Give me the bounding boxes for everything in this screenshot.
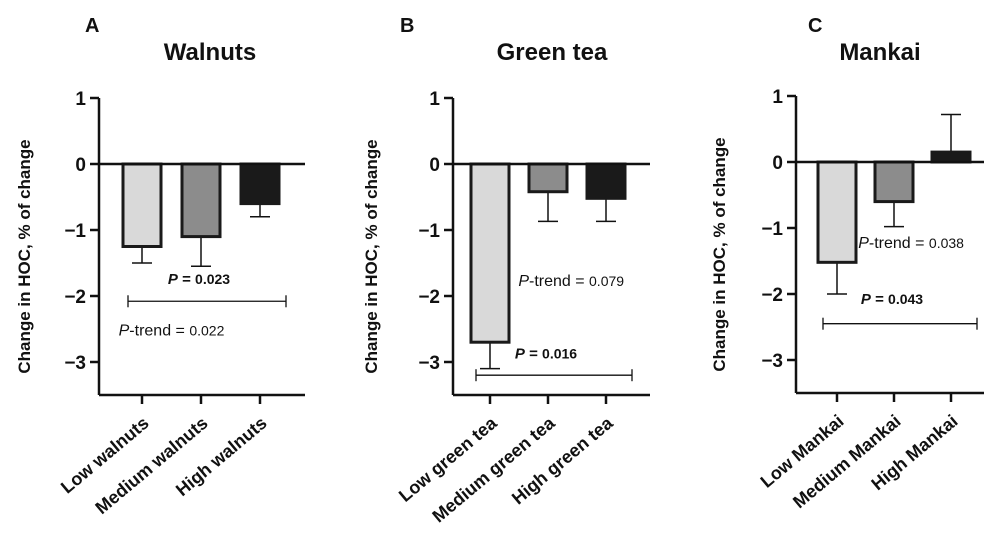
p-value-label: P = 0.043 [861,291,923,308]
y-tick-label: 1 [429,89,440,110]
y-tick-label: 1 [75,89,86,110]
panel-a: A Walnuts Change in HOC, % of change 1 0 −1 −2… [15,15,305,518]
bar [121,162,163,248]
bar [527,162,569,194]
y-tick-label: 0 [429,155,440,176]
y-tick-label: −1 [64,221,86,242]
bar [585,162,627,200]
y-axis-label: Change in HOC, % of change [15,139,34,373]
y-tick-label: −1 [761,219,783,240]
y-tick-label: −2 [64,287,86,308]
y-tick-label: 0 [772,153,783,174]
panel-c: C Mankai Change in HOC, % of change 1 0 −1 −2 −… [710,15,984,512]
bar [930,150,972,164]
p-value-label: P = 0.023 [168,271,230,288]
p-trend-label: P-trend = 0.022 [119,323,225,340]
panel-letter: C [808,15,822,37]
bar [469,162,511,344]
x-tick-label: Low green tea [395,412,501,506]
bar [239,162,281,206]
y-tick-label: −3 [761,351,783,372]
panel-title: Walnuts [164,39,256,66]
panel-title: Mankai [839,39,920,66]
y-tick-label: −1 [418,221,440,242]
y-tick-label: 1 [772,87,783,108]
y-tick-label: −2 [761,285,783,306]
panel-letter: B [400,15,414,37]
panel-title: Green tea [497,39,608,66]
p-trend-label: P-trend = 0.038 [858,235,964,252]
y-tick-label: 0 [75,155,86,176]
x-tick-label: High green tea [508,412,617,508]
panel-b: B Green tea Change in HOC, % of change 1 0 −1… [362,15,650,526]
p-value-label: P = 0.016 [515,346,577,363]
panel-letter: A [85,15,99,37]
y-tick-label: −3 [64,353,86,374]
bar [873,160,915,204]
y-tick-label: −2 [418,287,440,308]
y-tick-label: −3 [418,353,440,374]
y-axis-label: Change in HOC, % of change [362,139,381,373]
y-axis-label: Change in HOC, % of change [710,137,729,371]
bar [816,160,858,264]
bar [180,162,222,239]
p-trend-label: P-trend = 0.079 [518,273,624,290]
